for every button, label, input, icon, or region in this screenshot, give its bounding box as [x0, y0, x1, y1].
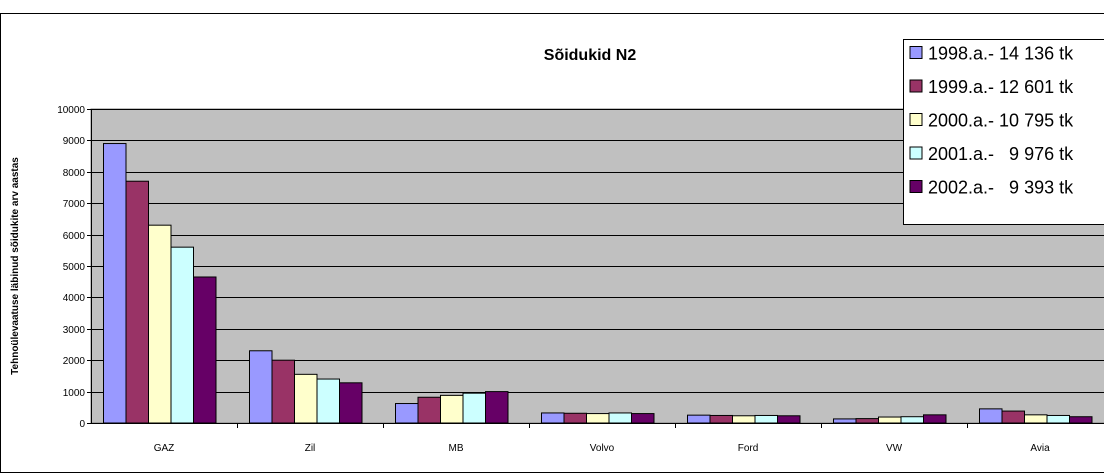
x-tick-label: GAZ: [154, 443, 175, 454]
bar: [249, 350, 273, 424]
x-tick-label: VW: [886, 443, 903, 454]
bar: [563, 412, 587, 424]
bar: [103, 143, 127, 424]
bar: [687, 414, 711, 424]
legend-swatch: [909, 180, 923, 193]
bar: [833, 418, 857, 424]
x-tick-label: Volvo: [590, 443, 615, 454]
bar: [732, 415, 756, 424]
bars: [103, 143, 1093, 424]
legend-label: 2002.a.- 9 393 tk: [928, 178, 1074, 198]
y-tick-label: 3000: [63, 325, 86, 336]
y-tick-label: 2000: [63, 356, 86, 367]
x-axis: GAZ Zil MB Volvo Ford VW Avia: [91, 423, 1104, 454]
x-tick-label: Zil: [305, 443, 316, 454]
x-tick-label: Ford: [738, 443, 759, 454]
bar: [294, 373, 318, 424]
bar: [878, 416, 902, 424]
bar: [485, 391, 509, 424]
bar: [979, 408, 1003, 424]
y-tick-label: 0: [79, 419, 85, 430]
bar: [316, 378, 340, 424]
legend-box: [903, 39, 1104, 225]
bar: [271, 359, 295, 424]
legend-swatch: [909, 146, 923, 160]
bar: [193, 276, 217, 424]
y-axis: 0 1000 2000 3000 4000 5000 6000 7000 8000 9000 100…: [57, 105, 92, 430]
legend-label: 2000.a.- 10 795 tk: [928, 111, 1074, 131]
bar: [417, 396, 441, 424]
y-tick-label: 9000: [63, 136, 86, 147]
x-tick-label: MB: [449, 443, 464, 454]
bar: [923, 414, 947, 424]
y-tick-label: 6000: [63, 231, 86, 242]
y-tick-label: 1000: [63, 388, 86, 399]
y-tick-label: 8000: [63, 168, 86, 179]
bar: [900, 416, 924, 424]
legend-swatch: [909, 46, 923, 59]
bar: [1069, 416, 1093, 424]
chart-title: Sõidukid N2: [544, 47, 637, 64]
legend-swatch: [909, 113, 923, 126]
y-tick-label: 4000: [63, 293, 86, 304]
y-axis-label: Tehnoülevaatuse läbinud sõidukite arv aa…: [10, 157, 21, 375]
y-tick-label: 5000: [63, 262, 86, 273]
bar: [541, 412, 565, 424]
bar: [754, 414, 778, 424]
bar: [855, 418, 879, 424]
bar: [1001, 410, 1025, 424]
bar: [440, 394, 464, 424]
bar: [170, 246, 194, 424]
legend-label: 1999.a.- 12 601 tk: [928, 77, 1074, 97]
y-tick-label: 10000: [57, 105, 85, 116]
bar: [395, 403, 419, 424]
x-tick-label: Avia: [1030, 443, 1050, 454]
bar: [709, 414, 733, 424]
bar: [125, 180, 149, 424]
bar: [148, 224, 172, 424]
legend-label: 2001.a.- 9 976 tk: [928, 144, 1074, 164]
legend: 1998.a.- 14 136 tk 1999.a.- 12 601 tk 2000…: [903, 39, 1104, 225]
bar: [631, 413, 655, 424]
bar: [339, 382, 363, 424]
bar: [586, 413, 610, 424]
bar: [1024, 414, 1048, 424]
bar: [777, 415, 801, 424]
gridlines: [91, 109, 1104, 393]
bar: [608, 412, 632, 424]
legend-swatch: [909, 79, 923, 93]
legend-label: 1998.a.- 14 136 tk: [928, 44, 1074, 64]
bar: [1046, 414, 1070, 424]
y-tick-label: 7000: [63, 199, 86, 210]
bar: [462, 392, 486, 424]
